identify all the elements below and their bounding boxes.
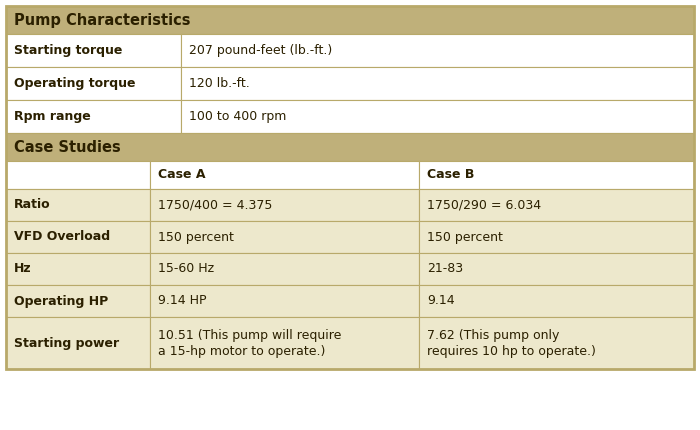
Bar [419, 221, 694, 253]
Bar [150, 253, 419, 285]
Text: Hz: Hz [14, 262, 32, 276]
Bar [181, 34, 694, 67]
Text: 1750/290 = 6.034: 1750/290 = 6.034 [427, 199, 541, 212]
Bar [6, 317, 150, 369]
Text: 207 pound-feet (lb.-ft.): 207 pound-feet (lb.-ft.) [190, 44, 332, 57]
Bar [150, 221, 419, 253]
Text: 9.14: 9.14 [427, 295, 454, 307]
Text: 7.62 (This pump only
requires 10 hp to operate.): 7.62 (This pump only requires 10 hp to o… [427, 329, 596, 357]
Text: 150 percent: 150 percent [158, 230, 235, 243]
Text: 1750/400 = 4.375: 1750/400 = 4.375 [158, 199, 273, 212]
Bar [6, 285, 150, 317]
Text: Starting torque: Starting torque [14, 44, 122, 57]
Text: 21-83: 21-83 [427, 262, 463, 276]
Text: Operating HP: Operating HP [14, 295, 108, 307]
Text: 10.51 (This pump will require
a 15-hp motor to operate.): 10.51 (This pump will require a 15-hp mo… [158, 329, 342, 357]
Bar [150, 161, 419, 189]
Bar [181, 100, 694, 133]
Text: Rpm range: Rpm range [14, 110, 91, 123]
Bar [6, 221, 150, 253]
Bar [181, 67, 694, 100]
Bar [6, 6, 694, 369]
Bar [419, 189, 694, 221]
Text: Case B: Case B [427, 169, 474, 181]
Bar [6, 189, 150, 221]
Bar [419, 285, 694, 317]
Bar [6, 6, 694, 34]
Bar [6, 100, 181, 133]
Text: Case Studies: Case Studies [14, 139, 120, 154]
Text: Case A: Case A [158, 169, 206, 181]
Bar [150, 285, 419, 317]
Bar [419, 161, 694, 189]
Text: 150 percent: 150 percent [427, 230, 503, 243]
Bar [6, 67, 181, 100]
Bar [150, 189, 419, 221]
Text: Starting power: Starting power [14, 337, 119, 350]
Text: Pump Characteristics: Pump Characteristics [14, 12, 190, 28]
Text: Ratio: Ratio [14, 199, 50, 212]
Text: 120 lb.-ft.: 120 lb.-ft. [190, 77, 250, 90]
Text: VFD Overload: VFD Overload [14, 230, 110, 243]
Bar [6, 253, 150, 285]
Bar [419, 253, 694, 285]
Bar [6, 133, 694, 161]
Bar [6, 161, 150, 189]
Text: Operating torque: Operating torque [14, 77, 136, 90]
Bar [150, 317, 419, 369]
Text: 15-60 Hz: 15-60 Hz [158, 262, 215, 276]
Bar [6, 34, 181, 67]
Text: 9.14 HP: 9.14 HP [158, 295, 207, 307]
Text: 100 to 400 rpm: 100 to 400 rpm [190, 110, 287, 123]
Bar [419, 317, 694, 369]
